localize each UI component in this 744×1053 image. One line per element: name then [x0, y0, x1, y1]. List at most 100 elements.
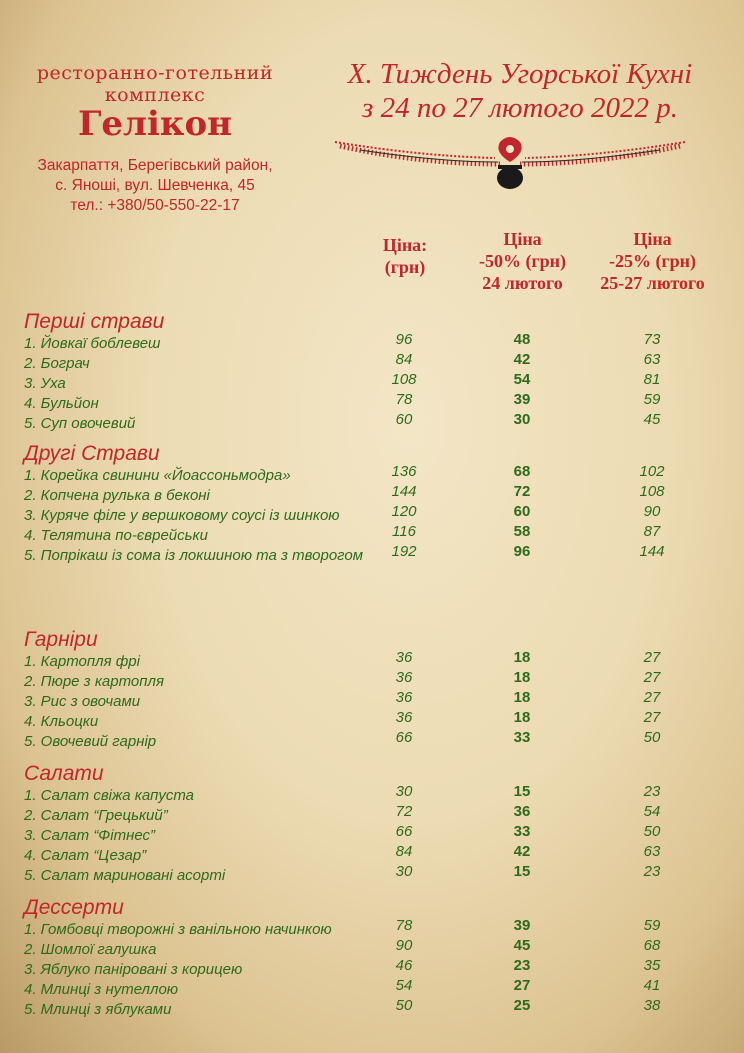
item-price-50: 72: [513, 483, 531, 500]
item-price-25: 59: [643, 917, 661, 934]
brand-name: Гелікон: [77, 104, 233, 144]
menu-item: 1. Йовкаї боблевеш 96 48 73: [24, 331, 724, 354]
event-dates: з 24 по 27 лютого 2022 р.: [362, 92, 678, 124]
item-price-50: 30: [513, 411, 531, 428]
item-price: 36: [395, 669, 413, 686]
item-price-25: 27: [643, 689, 661, 706]
item-price: 36: [395, 649, 413, 666]
menu-section: Другі Страви 1. Корейка свинини «Йоассон…: [24, 442, 724, 566]
menu-item: 5. Овочевий гарнір 66 33 50: [24, 729, 724, 752]
item-price-25: 102: [639, 463, 665, 480]
item-price-50: 15: [513, 863, 531, 880]
item-price-25: 27: [643, 709, 661, 726]
menu-item: 5. Суп овочевий 60 30 45: [24, 411, 724, 434]
menu-section: Салати 1. Салат свіжа капуста 30 15 23 2…: [24, 762, 724, 886]
item-price-25: 35: [643, 957, 661, 974]
item-price: 66: [395, 729, 413, 746]
item-price-25: 50: [643, 823, 661, 840]
item-price: 84: [395, 843, 413, 860]
header-line: 24 лютого: [482, 273, 563, 293]
menu-section: Гарніри 1. Картопля фрі 36 18 27 2. Пюре…: [24, 628, 724, 752]
item-price-25: 87: [643, 523, 661, 540]
menu-item: 1. Гомбовці творожні з ванільною начинко…: [24, 917, 724, 940]
column-header-price: Ціна: (грн): [370, 234, 440, 278]
header-line: Ціна: [503, 229, 542, 249]
item-price-50: 54: [513, 371, 531, 388]
header-line: (грн): [384, 257, 426, 277]
item-price-25: 23: [643, 863, 661, 880]
item-price-50: 18: [513, 669, 531, 686]
item-name: 1. Йовкаї боблевеш: [24, 335, 161, 352]
item-price-50: 25: [513, 997, 531, 1014]
menu-item: 3. Рис з овочами 36 18 27: [24, 689, 724, 712]
item-price-50: 42: [513, 843, 531, 860]
item-price-50: 27: [513, 977, 531, 994]
item-price-25: 59: [643, 391, 661, 408]
menu-item: 4. Салат “Цезар” 84 42 63: [24, 843, 724, 866]
item-name: 2. Салат “Грецький”: [24, 807, 168, 824]
item-price: 30: [395, 783, 413, 800]
item-price: 136: [391, 463, 417, 480]
item-price-25: 63: [643, 843, 661, 860]
menu-item: 2. Копчена рулька в беконі 144 72 108: [24, 483, 724, 506]
item-name: 2. Шомлої галушка: [24, 941, 157, 958]
item-price-25: 144: [639, 543, 665, 560]
menu-item: 5. Салат мариновані асорті 30 15 23: [24, 863, 724, 886]
item-price: 144: [391, 483, 417, 500]
item-price: 36: [395, 709, 413, 726]
item-price-50: 18: [513, 689, 531, 706]
item-price-50: 60: [513, 503, 531, 520]
item-name: 1. Картопля фрі: [24, 653, 140, 670]
menu-section: Перші страви 1. Йовкаї боблевеш 96 48 73…: [24, 310, 724, 434]
brand-line-1: ресторанно-готельний: [36, 62, 274, 84]
item-price-25: 108: [639, 483, 665, 500]
section-title: Салати: [24, 762, 104, 785]
item-price-50: 45: [513, 937, 531, 954]
menu-item: 1. Корейка свинини «Йоассоньмодра» 136 6…: [24, 463, 724, 486]
item-price-50: 33: [513, 729, 531, 746]
menu-item: 2. Салат “Грецький” 72 36 54: [24, 803, 724, 826]
item-price: 46: [395, 957, 413, 974]
menu-item: 4. Телятина по-єврейськи 116 58 87: [24, 523, 724, 546]
item-price: 54: [395, 977, 413, 994]
menu-item: 4. Бульйон 78 39 59: [24, 391, 724, 414]
item-price-25: 23: [643, 783, 661, 800]
item-price: 78: [395, 391, 413, 408]
column-header-50: Ціна -50% (грн) 24 лютого: [460, 228, 585, 294]
item-price-50: 58: [513, 523, 531, 540]
item-price-25: 54: [643, 803, 661, 820]
item-price: 192: [391, 543, 417, 560]
menu-item: 3. Куряче філе у вершковому соусі із шин…: [24, 503, 724, 526]
menu-item: 3. Уха 108 54 81: [24, 371, 724, 394]
item-price: 66: [395, 823, 413, 840]
item-price: 60: [395, 411, 413, 428]
item-price-25: 68: [643, 937, 661, 954]
item-price-50: 36: [513, 803, 531, 820]
item-price-50: 39: [513, 917, 531, 934]
item-name: 5. Салат мариновані асорті: [24, 867, 226, 884]
item-price-50: 18: [513, 709, 531, 726]
address-line: с. Яноші, вул. Шевченка, 45: [55, 177, 255, 194]
section-title: Другі Страви: [24, 442, 160, 465]
item-name: 1. Гомбовці творожні з ванільною начинко…: [24, 921, 332, 938]
header-line: -50% (грн): [478, 251, 567, 271]
menu-item: 2. Пюре з картопля 36 18 27: [24, 669, 724, 692]
item-name: 4. Салат “Цезар”: [24, 847, 147, 864]
item-price-25: 63: [643, 351, 661, 368]
item-price-50: 15: [513, 783, 531, 800]
item-price: 108: [391, 371, 417, 388]
item-name: 2. Копчена рулька в беконі: [24, 487, 210, 504]
item-name: 3. Салат “Фітнес”: [24, 827, 155, 844]
menu-item: 2. Бограч 84 42 63: [24, 351, 724, 374]
item-name: 3. Яблуко паніровані з корицею: [24, 961, 243, 978]
item-price-25: 27: [643, 649, 661, 666]
item-name: 5. Попрікаш із сома із локшиною та з тво…: [24, 547, 364, 564]
item-price-25: 73: [643, 331, 661, 348]
item-name: 4. Телятина по-єврейськи: [24, 527, 208, 544]
item-name: 2. Бограч: [24, 355, 90, 372]
section-title: Дессерти: [24, 896, 124, 919]
item-price: 30: [395, 863, 413, 880]
item-price: 36: [395, 689, 413, 706]
folk-ornament-pot-icon: [334, 137, 686, 189]
section-title: Перші страви: [24, 310, 165, 333]
